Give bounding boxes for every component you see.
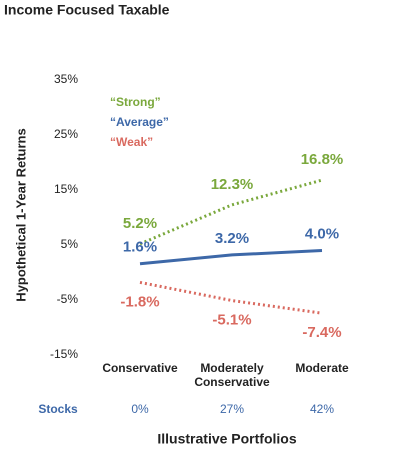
- y-tick-label: 15%: [54, 182, 78, 196]
- series-line: [139, 280, 323, 315]
- y-tick-label: 5%: [61, 237, 79, 251]
- stocks-label: Stocks: [38, 402, 78, 416]
- series-line: [139, 249, 323, 266]
- data-label: -1.8%: [120, 293, 159, 310]
- legend-label: “Weak”: [110, 135, 153, 149]
- y-tick-label: -15%: [50, 347, 78, 361]
- y-tick-label: 35%: [54, 72, 78, 86]
- chart-title: Income Focused Taxable: [4, 2, 170, 18]
- legend-label: “Strong”: [110, 95, 161, 109]
- y-axis-title: Hypothetical 1-Year Returns: [13, 128, 28, 301]
- x-tick-label: Moderately Conservative: [194, 361, 270, 389]
- data-label: 16.8%: [301, 151, 344, 168]
- y-tick-label: -5%: [57, 292, 79, 306]
- data-label: 3.2%: [215, 230, 249, 247]
- legend-label: “Average”: [110, 115, 169, 129]
- data-label: -7.4%: [302, 324, 341, 341]
- x-axis-title: Illustrative Portfolios: [157, 431, 296, 447]
- stocks-value: 27%: [220, 402, 244, 416]
- data-label: 5.2%: [123, 215, 157, 232]
- data-label: 4.0%: [305, 225, 339, 242]
- stocks-value: 0%: [131, 402, 149, 416]
- x-tick-label: Moderate: [295, 361, 349, 375]
- x-tick-label: Conservative: [102, 361, 178, 375]
- data-label: 12.3%: [211, 176, 254, 193]
- stocks-value: 42%: [310, 402, 334, 416]
- data-label: 1.6%: [123, 239, 157, 256]
- y-tick-label: 25%: [54, 127, 78, 141]
- data-label: -5.1%: [212, 312, 251, 329]
